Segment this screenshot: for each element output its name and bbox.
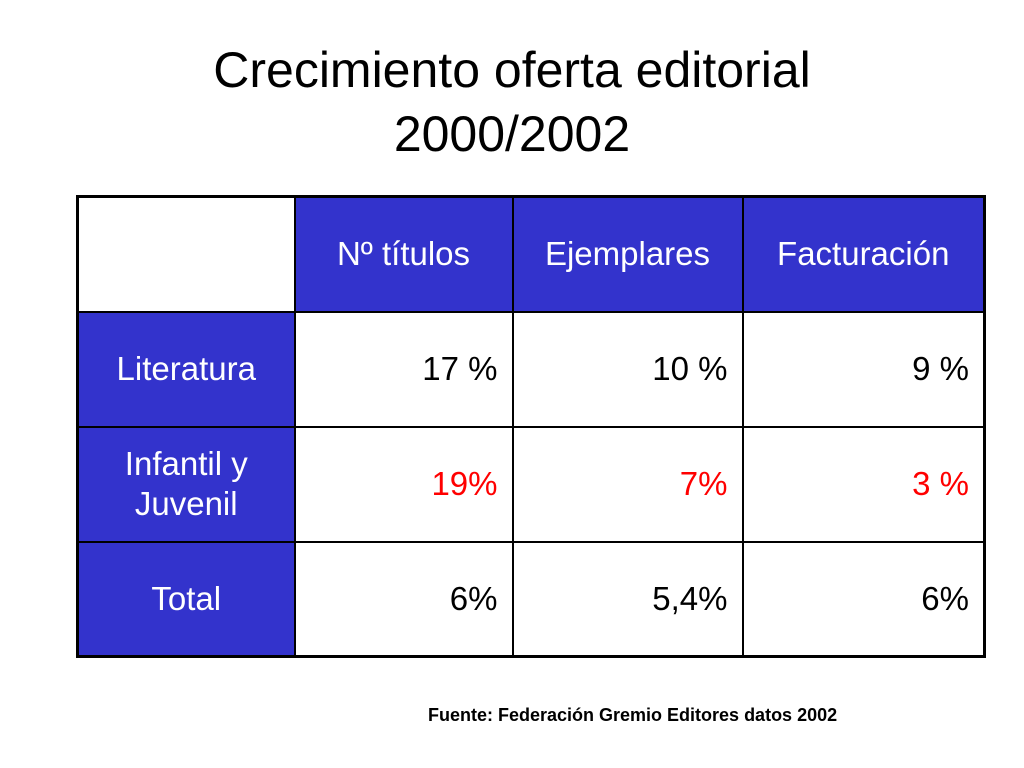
cell-literatura-titulos: 17 % <box>293 310 514 428</box>
table-row: Infantil y Juvenil 19% 7% 3 % <box>76 425 986 543</box>
row-header-infantil-juvenil: Infantil y Juvenil <box>76 425 296 543</box>
cell-infantil-facturacion: 3 % <box>741 425 986 543</box>
table-row: Total 6% 5,4% 6% <box>76 540 986 658</box>
column-header-titulos: Nº títulos <box>293 195 514 313</box>
table-header-row: Nº títulos Ejemplares Facturación <box>76 195 986 313</box>
title-line-1: Crecimiento oferta editorial <box>213 42 811 98</box>
slide-title: Crecimiento oferta editorial 2000/2002 <box>0 38 1024 166</box>
table-row: Literatura 17 % 10 % 9 % <box>76 310 986 428</box>
cell-infantil-ejemplares: 7% <box>511 425 744 543</box>
column-header-ejemplares: Ejemplares <box>511 195 744 313</box>
table-corner-cell <box>76 195 296 313</box>
cell-total-titulos: 6% <box>293 540 514 658</box>
row-header-literatura: Literatura <box>76 310 296 428</box>
cell-infantil-titulos: 19% <box>293 425 514 543</box>
title-line-2: 2000/2002 <box>393 106 631 162</box>
row-header-total: Total <box>76 540 296 658</box>
cell-total-facturacion: 6% <box>741 540 986 658</box>
cell-literatura-facturacion: 9 % <box>741 310 986 428</box>
growth-table: Nº títulos Ejemplares Facturación Litera… <box>76 195 986 658</box>
cell-literatura-ejemplares: 10 % <box>511 310 744 428</box>
column-header-facturacion: Facturación <box>741 195 986 313</box>
cell-total-ejemplares: 5,4% <box>511 540 744 658</box>
source-note: Fuente: Federación Gremio Editores datos… <box>428 705 838 725</box>
